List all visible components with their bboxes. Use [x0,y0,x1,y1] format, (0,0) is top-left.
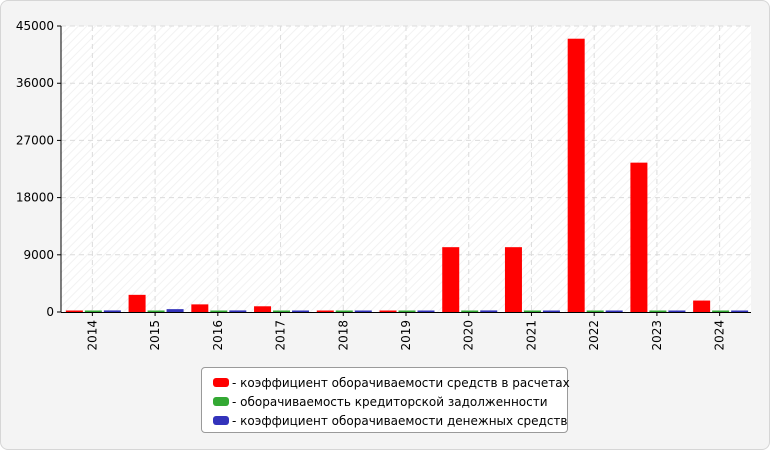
bar-series1-2024 [693,300,711,312]
bar-series2-2017 [273,310,291,312]
legend-label-payables: - оборачиваемость кредиторской задолженн… [232,394,548,409]
bar-series3-2018 [354,310,372,312]
legend-item-settlements: - коэффициент оборачиваемости средств в … [213,373,570,392]
bar-series3-2019 [417,310,435,312]
bar-series2-2015 [147,310,165,312]
y-tick-label: 27000 [16,133,54,147]
x-tick-label-2019: 2019 [399,320,413,351]
bar-series1-2023 [630,162,648,312]
legend-label-settlements: - коэффициент оборачиваемости средств в … [232,375,570,390]
x-tick-label-2024: 2024 [713,320,727,351]
bar-series2-2016 [210,310,228,312]
bar-series2-2023 [649,310,667,312]
bar-series3-2015 [166,309,184,312]
bar-series1-2017 [254,306,272,312]
bar-series2-2024 [712,310,730,312]
x-tick-label-2014: 2014 [85,320,99,351]
bar-series1-2015 [128,294,146,312]
chart-legend: - коэффициент оборачиваемости средств в … [201,367,570,433]
legend-item-cash: - коэффициент оборачиваемости денежных с… [213,411,568,430]
y-tick-label: 9000 [23,248,54,262]
bar-series3-2020 [480,310,498,312]
bar-series3-2014 [103,310,121,312]
bar-series1-2022 [567,38,585,312]
x-tick-label-2017: 2017 [274,320,288,351]
y-tick-label: 45000 [16,19,54,33]
bar-series1-2021 [504,247,522,312]
bar-series3-2017 [292,310,310,312]
legend-swatch-settlements [213,378,229,387]
bar-series1-2014 [65,310,83,312]
y-tick-label: 0 [46,305,54,319]
legend-swatch-payables [213,397,229,406]
legend-label-cash: - коэффициент оборачиваемости денежных с… [232,413,568,428]
legend-item-payables: - оборачиваемость кредиторской задолженн… [213,392,567,411]
x-tick-label-2022: 2022 [587,320,601,351]
bar-series3-2022 [605,310,623,312]
bar-series1-2019 [379,310,397,312]
bar-series3-2016 [229,310,247,312]
x-tick-label-2018: 2018 [336,320,350,351]
bar-series2-2014 [84,310,102,312]
x-tick-label-2015: 2015 [148,320,162,351]
bar-series2-2021 [523,310,541,312]
bar-series2-2018 [335,310,353,312]
y-tick-label: 36000 [16,76,54,90]
y-tick-label: 18000 [16,191,54,205]
bar-series2-2019 [398,310,416,312]
bar-series1-2020 [442,247,460,312]
bar-series3-2021 [542,310,560,312]
bar-series1-2016 [191,304,209,312]
legend-swatch-cash [213,416,229,425]
bar-series2-2020 [461,310,479,312]
x-tick-label-2020: 2020 [462,320,476,351]
x-tick-label-2021: 2021 [524,320,538,351]
bar-series3-2024 [731,310,749,312]
x-tick-label-2016: 2016 [211,320,225,351]
bar-series3-2023 [668,310,686,312]
x-tick-label-2023: 2023 [650,320,664,351]
bar-series2-2022 [586,310,604,312]
bar-series1-2018 [316,310,334,312]
